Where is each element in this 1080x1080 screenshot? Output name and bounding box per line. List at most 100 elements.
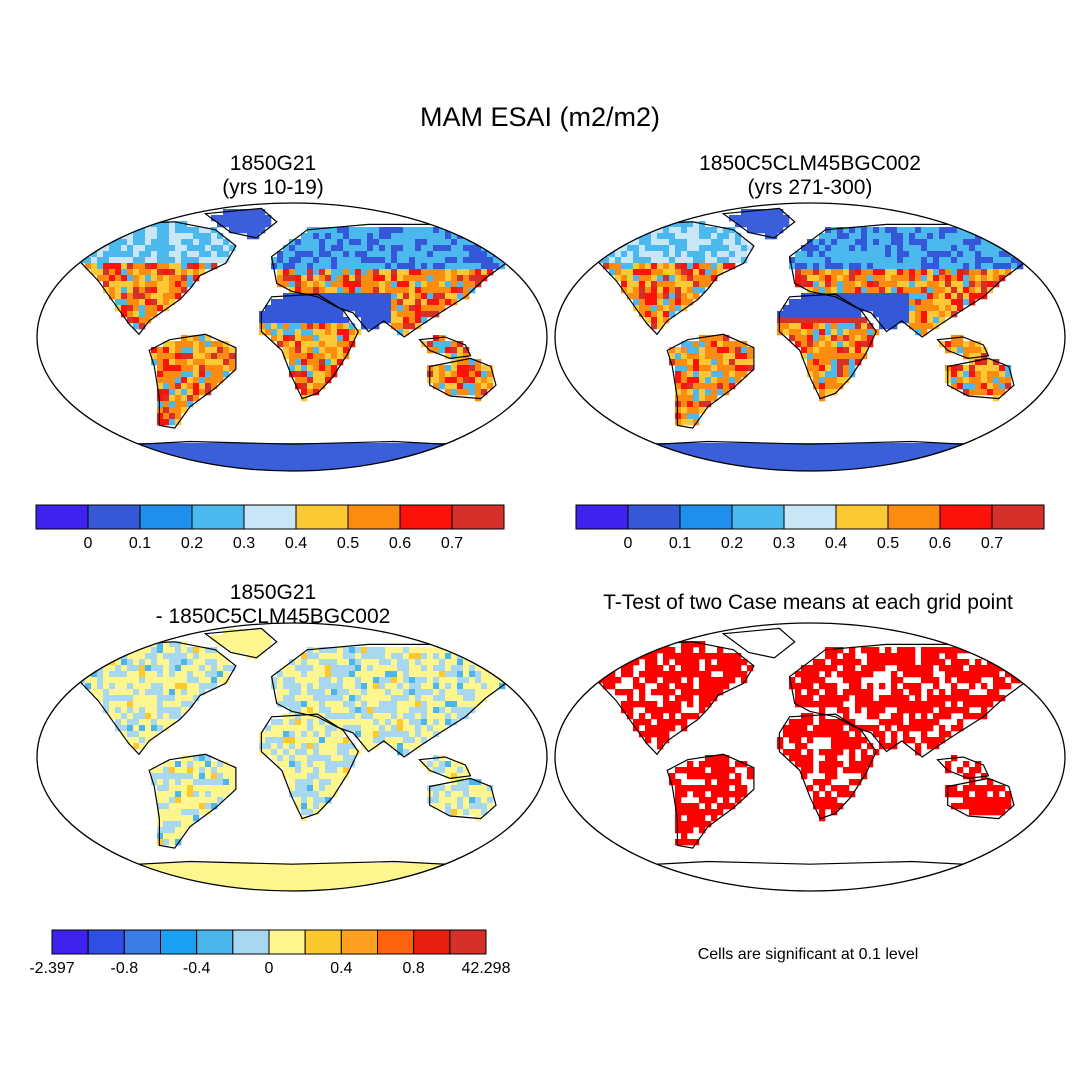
map-cell [133, 713, 140, 720]
map-cell [951, 281, 958, 288]
map-cell [987, 461, 994, 468]
map-cell [903, 467, 910, 471]
map-cell [175, 641, 182, 648]
map-cell [705, 677, 712, 684]
map-cell [879, 443, 886, 450]
map-cell [711, 677, 718, 684]
map-cell [963, 449, 970, 456]
map-cell [133, 743, 140, 750]
map-cell [457, 341, 464, 348]
map-cell [433, 449, 440, 456]
map-cell [487, 383, 494, 390]
map-cell [439, 257, 446, 264]
map-cell [157, 257, 164, 264]
map-cell [85, 659, 92, 666]
map-cell [319, 767, 326, 774]
map-cell [843, 317, 850, 324]
map-cell [277, 863, 284, 870]
map-cell [807, 263, 814, 270]
map-cell [355, 311, 362, 318]
map-cell [421, 467, 428, 471]
map-cell [457, 761, 464, 768]
map-cell [85, 683, 92, 690]
map-cell [289, 671, 296, 678]
map-cell [187, 461, 194, 468]
map-cell [319, 713, 326, 720]
map-cell [415, 461, 422, 468]
map-cell [451, 653, 458, 660]
map-cell [457, 275, 464, 282]
map-cell [651, 449, 658, 456]
map-cell [181, 467, 188, 471]
map-cell [421, 707, 428, 714]
map-cell [729, 359, 736, 366]
map-cell [193, 767, 200, 774]
map-cell [693, 341, 700, 348]
map-cell [337, 443, 344, 450]
map-cell [301, 731, 308, 738]
map-cell [169, 887, 176, 891]
map-cell [819, 311, 826, 318]
map-cell [741, 671, 748, 678]
map-cell [855, 227, 862, 234]
map-cell [151, 461, 158, 468]
map-cell [909, 245, 916, 252]
map-cell [681, 413, 688, 420]
map-cell [337, 311, 344, 318]
map-cell [343, 671, 350, 678]
map-cell [439, 665, 446, 672]
map-cell [753, 209, 760, 216]
map-cell [463, 791, 470, 798]
map-cell [301, 689, 308, 696]
map-cell [151, 227, 158, 234]
map-cell [199, 791, 206, 798]
map-cell [463, 257, 470, 264]
map-cell [175, 869, 182, 876]
map-cell [711, 353, 718, 360]
map-cell [933, 317, 940, 324]
map-cell [115, 245, 122, 252]
map-cell [657, 455, 664, 462]
map-cell [451, 293, 458, 300]
map-cell [903, 449, 910, 456]
map-cell [247, 629, 254, 636]
map-cell [879, 245, 886, 252]
map-cell [789, 461, 796, 468]
map-cell [331, 881, 338, 888]
map-cell [169, 641, 176, 648]
map-cell [475, 683, 482, 690]
map-cell [975, 257, 982, 264]
map-cell [361, 293, 368, 300]
map-cell [109, 677, 116, 684]
map-cell [945, 239, 952, 246]
map-cell [463, 797, 470, 804]
map-cell [109, 863, 116, 870]
map-cell [1011, 677, 1018, 684]
map-cell [729, 353, 736, 360]
map-cell [97, 455, 104, 462]
map-cell [319, 695, 326, 702]
map-cell [295, 299, 302, 306]
map-cell [415, 449, 422, 456]
map-cell [427, 707, 434, 714]
map-cell [837, 323, 844, 330]
map-cell [747, 359, 754, 366]
map-cell [1011, 665, 1018, 672]
map-cell [939, 281, 946, 288]
map-cell [175, 683, 182, 690]
map-cell [843, 287, 850, 294]
map-cell [211, 257, 218, 264]
map-cell [307, 347, 314, 354]
map-cell [687, 443, 694, 450]
map-cell [831, 389, 838, 396]
map-cell [615, 467, 622, 471]
map-cell [987, 449, 994, 456]
map-cell [657, 311, 664, 318]
map-cell [229, 647, 236, 654]
map-cell [139, 245, 146, 252]
map-cell [921, 647, 928, 654]
map-cell [289, 743, 296, 750]
map-cell [813, 305, 820, 312]
map-cell [891, 317, 898, 324]
map-cell [379, 863, 386, 870]
